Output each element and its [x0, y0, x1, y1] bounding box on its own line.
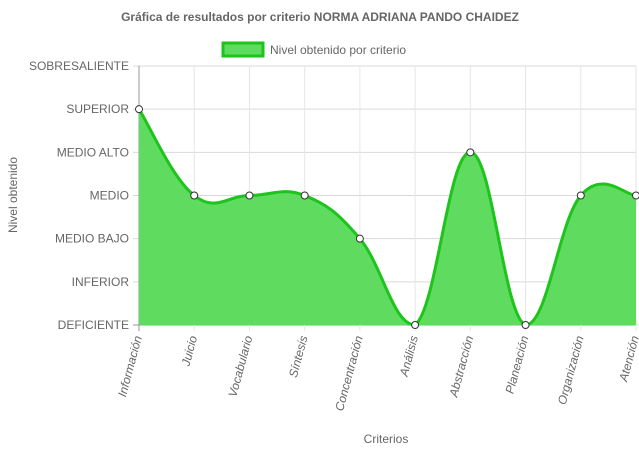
- y-tick-label: INFERIOR: [72, 275, 130, 289]
- series-area: [137, 108, 637, 327]
- data-point[interactable]: [466, 148, 475, 157]
- data-point[interactable]: [521, 321, 530, 329]
- y-tick-label: SUPERIOR: [66, 102, 129, 116]
- data-point[interactable]: [355, 234, 364, 243]
- data-point[interactable]: [411, 321, 420, 329]
- x-tick-label: Información: [115, 334, 145, 398]
- y-tick-label: SOBRESALIENTE: [29, 59, 129, 73]
- legend-label: Nivel obtenido por criterio: [270, 43, 406, 57]
- x-tick-label: Análisis: [397, 334, 421, 379]
- y-tick-label: MEDIO ALTO: [57, 145, 129, 159]
- x-tick-label: Atención: [616, 334, 639, 384]
- data-point[interactable]: [632, 191, 639, 200]
- data-point[interactable]: [576, 191, 585, 200]
- x-tick-label: Organización: [555, 334, 587, 406]
- data-points: [135, 105, 639, 329]
- x-tick-label: Síntesis: [286, 334, 311, 379]
- data-point[interactable]: [135, 105, 143, 114]
- x-tick-label: Juicio: [178, 334, 200, 369]
- x-tick-label: Abstracción: [446, 334, 476, 399]
- y-axis-ticks: DEFICIENTE INFERIOR MEDIO BAJO MEDIO MEDIO A…: [29, 59, 129, 332]
- data-point[interactable]: [245, 191, 254, 200]
- legend-swatch: [221, 41, 265, 58]
- y-tick-label: DEFICIENTE: [58, 318, 129, 332]
- x-axis-ticks: Información Juicio Vocabulario Síntesis Conc…: [115, 334, 639, 413]
- x-tick-label: Vocabulario: [226, 334, 256, 399]
- x-tick-label: Planeación: [503, 334, 532, 395]
- chart-title: Gráfica de resultados por criterio NORMA…: [121, 10, 519, 24]
- data-point[interactable]: [190, 191, 199, 200]
- y-tick-label: MEDIO BAJO: [55, 232, 129, 246]
- y-axis-label: Nivel obtenido: [6, 157, 20, 233]
- x-tick-label: Concentración: [332, 334, 366, 413]
- legend[interactable]: Nivel obtenido por criterio: [221, 41, 406, 58]
- y-tick-label: MEDIO: [90, 189, 129, 203]
- data-point[interactable]: [300, 191, 309, 200]
- x-axis-label: Criterios: [364, 432, 409, 446]
- series-area-fill: [139, 109, 636, 326]
